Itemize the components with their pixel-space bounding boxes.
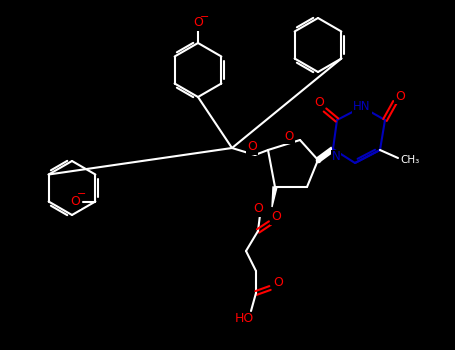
Text: O: O [284,131,293,144]
Text: CH₃: CH₃ [400,155,420,165]
Text: −: − [200,12,210,22]
Text: HO: HO [234,313,253,326]
Text: N: N [332,150,340,163]
Text: O: O [71,195,81,208]
Text: O: O [395,90,405,103]
Text: O: O [247,140,257,154]
Text: O: O [253,203,263,216]
Text: O: O [314,96,324,108]
Text: −: − [77,189,86,200]
Text: O: O [193,16,203,29]
Text: HN: HN [353,100,371,113]
Text: O: O [273,276,283,289]
Text: O: O [271,210,281,224]
Polygon shape [272,187,277,207]
